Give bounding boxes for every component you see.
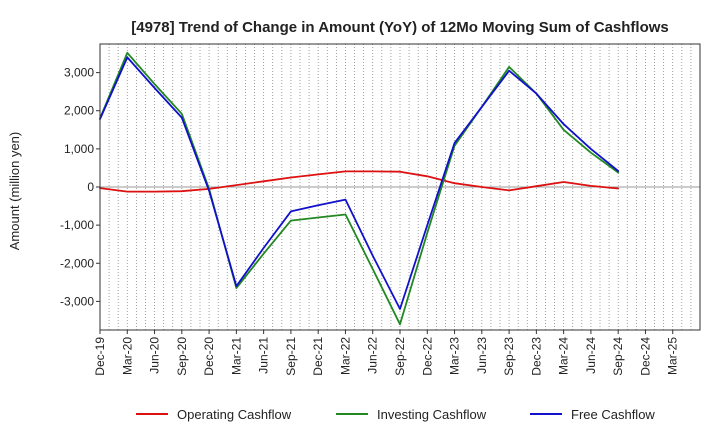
x-tick-label: Mar-20 bbox=[120, 337, 134, 375]
x-tick-label: Mar-24 bbox=[557, 337, 571, 375]
x-tick-label: Jun-20 bbox=[148, 337, 162, 374]
x-tick-label: Sep-20 bbox=[175, 337, 189, 376]
legend-label-free-cashflow: Free Cashflow bbox=[571, 407, 655, 422]
x-tick-label: Dec-19 bbox=[93, 337, 107, 376]
x-axis: Dec-19 Mar-20 Jun-20 Sep-20 Dec-20 Mar-21 Jun-… bbox=[93, 330, 680, 376]
x-tick-label: Dec-22 bbox=[420, 337, 434, 376]
y-axis-label: Amount (million yen) bbox=[7, 132, 22, 251]
series-line-free-cashflow bbox=[99, 56, 620, 310]
x-tick-label: Mar-21 bbox=[229, 337, 243, 375]
x-tick-label: Dec-23 bbox=[529, 337, 543, 376]
legend-label-investing-cashflow: Investing Cashflow bbox=[377, 407, 487, 422]
y-tick-label: 0 bbox=[87, 180, 94, 194]
y-tick-label: 1,000 bbox=[64, 142, 94, 156]
y-tick-label: 2,000 bbox=[64, 104, 94, 118]
x-tick-label: Mar-23 bbox=[448, 337, 462, 375]
legend-label-operating-cashflow: Operating Cashflow bbox=[177, 407, 292, 422]
plot-area bbox=[99, 43, 701, 331]
x-tick-label: Dec-20 bbox=[202, 337, 216, 376]
x-tick-label: Jun-22 bbox=[366, 337, 380, 374]
chart-title: [4978] Trend of Change in Amount (YoY) o… bbox=[131, 19, 669, 36]
y-tick-label: 3,000 bbox=[64, 66, 94, 80]
x-tick-label: Jun-23 bbox=[475, 337, 489, 374]
series-line-operating-cashflow bbox=[99, 170, 620, 193]
x-tick-label: Sep-22 bbox=[393, 337, 407, 376]
y-tick-label: -1,000 bbox=[60, 218, 94, 232]
series-layer bbox=[99, 51, 620, 326]
legend: Operating Cashflow Investing Cashflow Fr… bbox=[136, 407, 655, 422]
y-tick-label: -2,000 bbox=[60, 256, 94, 270]
x-tick-label: Mar-25 bbox=[666, 337, 680, 375]
x-tick-label: Jun-21 bbox=[257, 337, 271, 374]
x-tick-label: Dec-24 bbox=[638, 337, 652, 376]
x-tick-label: Jun-24 bbox=[584, 337, 598, 374]
x-tick-label: Sep-23 bbox=[502, 337, 516, 376]
y-axis: -3,000 -2,000 -1,000 0 1,000 2,000 3,000 bbox=[60, 66, 100, 308]
y-tick-label: -3,000 bbox=[60, 294, 94, 308]
x-tick-label: Sep-24 bbox=[611, 337, 625, 376]
x-tick-label: Dec-21 bbox=[311, 337, 325, 376]
x-tick-label: Mar-22 bbox=[338, 337, 352, 375]
x-tick-label: Sep-21 bbox=[284, 337, 298, 376]
